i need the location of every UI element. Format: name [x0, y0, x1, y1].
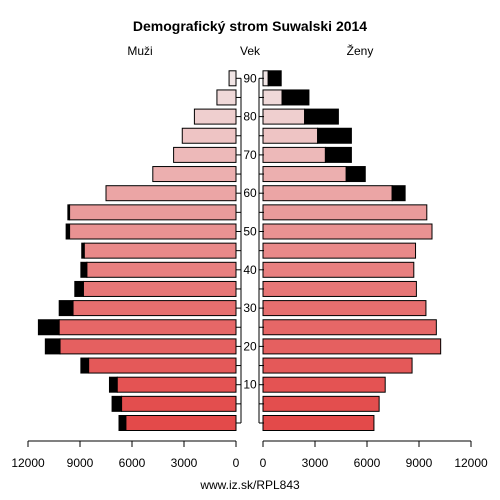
women-bar — [262, 166, 347, 183]
age-tick-label: 90 — [243, 71, 257, 85]
men-bar — [125, 415, 237, 431]
women-bar — [262, 261, 415, 278]
age-tick-label: 60 — [243, 186, 257, 200]
women-bar — [262, 319, 437, 336]
men-bar — [193, 108, 237, 125]
age-tick-label: 40 — [243, 263, 257, 277]
men-bar — [181, 127, 237, 144]
men-bar — [105, 185, 237, 202]
women-bar — [262, 108, 306, 125]
right-x-tick-label: 0 — [260, 456, 267, 470]
men-excess-bar — [80, 357, 90, 374]
men-bar — [173, 146, 237, 163]
right-x-tick-label: 12000 — [454, 456, 488, 470]
women-bar — [262, 242, 417, 259]
age-tick-label: 70 — [243, 148, 257, 162]
women-bar — [262, 415, 375, 431]
women-excess-bar — [267, 70, 282, 87]
men-label: Muži — [127, 44, 152, 58]
women-bar — [262, 395, 380, 412]
women-bar — [262, 376, 386, 393]
right-x-tick-label: 3000 — [302, 456, 329, 470]
women-bar — [262, 146, 326, 163]
age-tick-label: 10 — [243, 378, 257, 392]
women-bar — [262, 338, 442, 355]
men-excess-bar — [108, 376, 118, 393]
men-bar — [152, 166, 237, 183]
age-tick-label: 30 — [243, 301, 257, 315]
men-bar — [216, 89, 237, 106]
men-excess-bar — [74, 280, 84, 297]
men-bar — [88, 357, 237, 374]
left-x-tick-label: 0 — [233, 456, 240, 470]
men-bars — [37, 70, 237, 431]
women-bar — [262, 89, 283, 106]
women-bar — [262, 357, 413, 374]
women-bar — [262, 280, 417, 297]
women-label: Ženy — [347, 43, 374, 58]
women-excess-bar — [345, 166, 366, 183]
chart-title: Demografický strom Suwalski 2014 — [133, 18, 367, 34]
age-tick-label: 80 — [243, 110, 257, 124]
men-excess-bar — [111, 395, 123, 412]
women-bar — [262, 127, 319, 144]
men-bar — [58, 319, 237, 336]
age-tick-label: 20 — [243, 339, 257, 353]
age-axis: 10 20 30 40 50 60 70 80 90 — [236, 71, 264, 424]
men-excess-bar — [65, 223, 71, 240]
women-excess-bar — [317, 127, 352, 144]
right-x-tick-label: 6000 — [354, 456, 381, 470]
men-bar — [228, 70, 237, 87]
women-bar — [262, 300, 427, 317]
men-bar — [86, 261, 237, 278]
men-bar — [69, 204, 237, 221]
men-bar — [59, 338, 237, 355]
women-excess-bar — [324, 146, 352, 163]
left-x-tick-label: 3000 — [171, 456, 198, 470]
left-x-tick-label: 9000 — [67, 456, 94, 470]
men-bar — [72, 300, 237, 317]
age-label: Vek — [240, 44, 261, 58]
women-excess-bar — [391, 185, 406, 202]
women-bar — [262, 185, 393, 202]
left-x-tick-label: 6000 — [119, 456, 146, 470]
women-bars — [262, 70, 442, 431]
women-bar — [262, 204, 428, 221]
men-bar — [69, 223, 237, 240]
source-footer: www.iz.sk/RPL843 — [199, 478, 300, 492]
left-x-tick-label: 12000 — [11, 456, 45, 470]
x-axis: 12000 9000 6000 3000 0 0 3000 6000 9000 12000 — [11, 440, 488, 470]
men-excess-bar — [58, 300, 74, 317]
men-bar — [82, 280, 237, 297]
men-excess-bar — [37, 319, 60, 336]
age-tick-label: 50 — [243, 225, 257, 239]
men-excess-bar — [118, 415, 127, 431]
women-excess-bar — [281, 89, 310, 106]
women-excess-bar — [304, 108, 339, 125]
men-excess-bar — [44, 338, 61, 355]
women-bar — [262, 223, 433, 240]
men-bar — [121, 395, 237, 412]
men-bar — [116, 376, 237, 393]
men-excess-bar — [80, 261, 88, 278]
right-x-tick-label: 9000 — [406, 456, 433, 470]
men-bar — [83, 242, 237, 259]
